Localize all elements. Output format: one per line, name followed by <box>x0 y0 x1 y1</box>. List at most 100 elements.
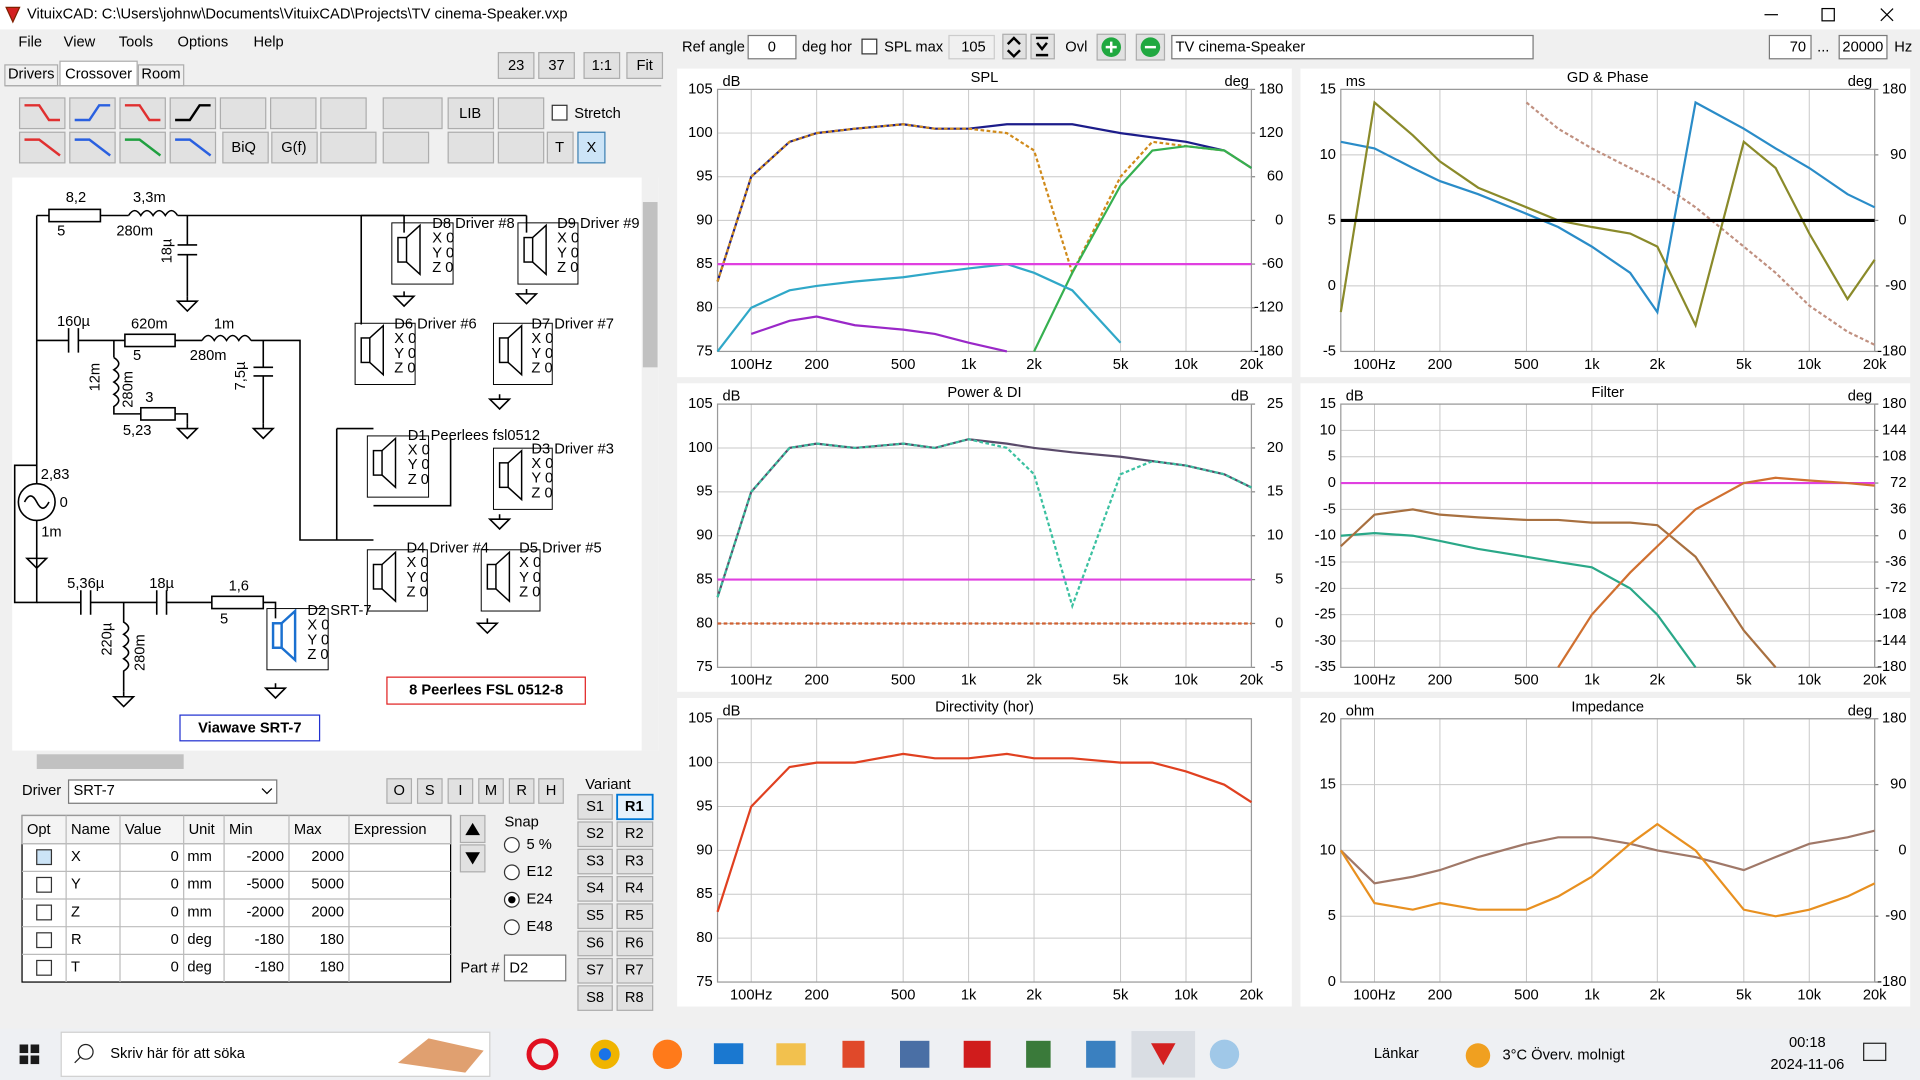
snap-radio[interactable] <box>503 836 520 853</box>
stretch-checkbox[interactable] <box>551 104 568 121</box>
opt-checkbox[interactable] <box>36 932 53 949</box>
variant-s-button[interactable] <box>577 821 613 848</box>
variant-r-button[interactable] <box>616 903 654 930</box>
x-tick-label: 2k <box>1026 987 1042 1003</box>
driver-cone[interactable] <box>507 448 523 502</box>
input[interactable] <box>1171 34 1534 60</box>
driver-magnet[interactable] <box>498 337 509 364</box>
variant-s-button[interactable] <box>577 848 613 875</box>
variant-r-button[interactable] <box>616 876 654 902</box>
snap-radio[interactable] <box>503 864 520 881</box>
driver-magnet[interactable] <box>372 563 383 590</box>
driver-magnet[interactable] <box>360 337 371 364</box>
toolbar-button[interactable] <box>219 97 267 130</box>
input[interactable] <box>747 34 797 60</box>
variant-r-label: R2 <box>625 826 644 842</box>
variant-r-button[interactable] <box>616 930 654 957</box>
driver-dropdown[interactable] <box>67 779 278 804</box>
toolbar-button[interactable] <box>577 131 606 164</box>
toolbar-button[interactable] <box>320 97 367 130</box>
ground-symbol <box>475 618 500 635</box>
toolbar-button[interactable] <box>447 131 495 164</box>
driver-magnet[interactable] <box>523 236 534 263</box>
toolbar-button[interactable] <box>271 131 318 164</box>
driver-coord: Z 0 <box>557 260 578 276</box>
notification-icon[interactable] <box>1863 1042 1887 1062</box>
zoom-button[interactable] <box>583 52 621 79</box>
driver-cone[interactable] <box>532 223 547 276</box>
driver-button[interactable] <box>386 778 413 804</box>
toolbar-button[interactable] <box>119 131 166 164</box>
driver-button-label: M <box>485 783 497 799</box>
variant-r-button[interactable] <box>616 821 654 848</box>
driver-magnet[interactable] <box>397 236 408 263</box>
opt-checkbox[interactable] <box>36 959 53 976</box>
opt-checkbox[interactable] <box>36 876 53 893</box>
driver-magnet[interactable] <box>498 462 509 489</box>
toolbar-button[interactable] <box>497 131 545 164</box>
opt-checkbox[interactable] <box>36 904 53 921</box>
variant-s-button[interactable] <box>577 930 613 957</box>
zoom-button[interactable] <box>497 52 535 79</box>
driver-cone[interactable] <box>495 550 511 603</box>
schematic-canvas[interactable] <box>12 177 659 751</box>
opt-checkbox[interactable] <box>36 849 53 866</box>
variant-r-button[interactable] <box>616 848 654 875</box>
h-scroll-thumb[interactable] <box>36 754 184 769</box>
part-input[interactable] <box>503 954 567 982</box>
driver-button[interactable] <box>478 778 504 804</box>
y-tick-label: 5 <box>1328 908 1336 924</box>
driver-cone[interactable] <box>381 436 397 490</box>
toolbar-button[interactable] <box>222 131 269 164</box>
driver-cone[interactable] <box>381 550 397 603</box>
driver-cone[interactable] <box>406 223 421 276</box>
driver-button[interactable] <box>416 778 443 804</box>
toolbar-button[interactable] <box>546 131 574 164</box>
x-tick-label: 5k <box>1736 357 1752 373</box>
input[interactable] <box>1768 34 1812 60</box>
taskbar-apps[interactable] <box>526 1031 1240 1078</box>
toolbar-button[interactable] <box>69 131 116 164</box>
driver-cone[interactable] <box>369 324 385 377</box>
driver-cone[interactable] <box>280 608 297 663</box>
label: ... <box>1817 40 1829 56</box>
driver-button[interactable] <box>447 778 474 804</box>
variant-s-button[interactable] <box>577 985 613 1011</box>
driver-button[interactable] <box>538 778 564 804</box>
y2-tick-label: -180 <box>1254 343 1283 359</box>
start-button[interactable] <box>19 1044 40 1065</box>
v-scroll-thumb[interactable] <box>642 202 658 368</box>
variant-s-button[interactable] <box>577 876 613 902</box>
driver-button[interactable] <box>508 778 535 804</box>
toolbar-button[interactable] <box>382 97 443 130</box>
toolbar-button[interactable] <box>169 131 217 164</box>
variant-s-button[interactable] <box>577 903 613 930</box>
toolbar-button[interactable] <box>119 97 166 130</box>
variant-r-button[interactable] <box>616 793 654 821</box>
x-tick-label: 5k <box>1736 673 1752 689</box>
variant-s-button[interactable] <box>577 957 613 984</box>
checkbox[interactable] <box>861 38 878 55</box>
input[interactable] <box>1838 34 1888 60</box>
toolbar-button[interactable] <box>18 131 66 164</box>
zoom-button[interactable] <box>626 52 664 79</box>
toolbar-button[interactable] <box>382 131 430 164</box>
driver-cone[interactable] <box>507 324 523 377</box>
driver-magnet[interactable] <box>271 622 283 649</box>
maximize-button[interactable] <box>1821 7 1835 22</box>
input[interactable] <box>948 34 995 60</box>
toolbar-button[interactable] <box>270 97 317 130</box>
zoom-button[interactable] <box>538 52 575 79</box>
driver-magnet[interactable] <box>372 449 383 476</box>
toolbar-button[interactable] <box>447 97 495 130</box>
snap-radio[interactable] <box>503 919 520 936</box>
variant-r-button[interactable] <box>616 957 654 984</box>
close-button[interactable] <box>1880 8 1894 22</box>
toolbar-button[interactable] <box>18 97 66 130</box>
driver-magnet[interactable] <box>486 563 497 590</box>
toolbar-button[interactable] <box>497 97 545 130</box>
driver-coord: Y 0 <box>531 471 553 487</box>
toolbar-button[interactable] <box>320 131 377 164</box>
variant-r-button[interactable] <box>616 985 654 1011</box>
variant-s-button[interactable] <box>577 794 613 820</box>
